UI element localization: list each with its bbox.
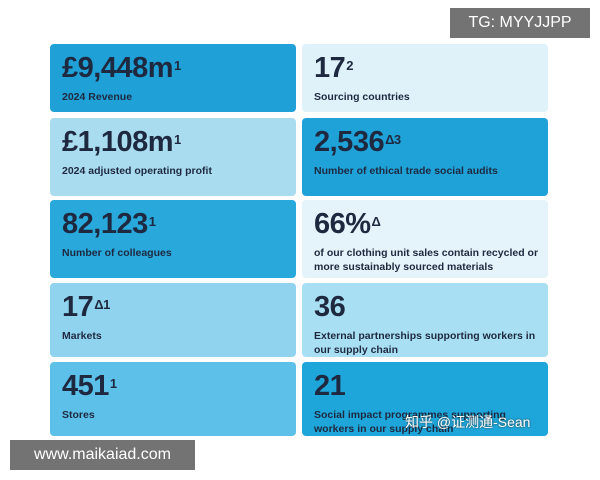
footnote-mark: 2 bbox=[346, 58, 353, 73]
stat-value: 82,1231 bbox=[62, 208, 284, 240]
footnote-mark: 1 bbox=[109, 376, 117, 391]
footnote-mark: 1 bbox=[174, 132, 181, 147]
stat-tile: 21 Social impact programmes supporting wo… bbox=[302, 362, 548, 436]
stat-value: £1,108m1 bbox=[62, 126, 284, 158]
stat-value: 21 bbox=[314, 370, 536, 402]
footnote-mark: Δ1 bbox=[94, 297, 110, 312]
stat-label: Stores bbox=[62, 409, 95, 421]
value-text: 36 bbox=[314, 291, 346, 323]
stat-label: of our clothing unit sales contain recyc… bbox=[314, 247, 539, 273]
watermark: www.maikaiad.com bbox=[10, 440, 195, 470]
stat-tile: 17Δ1 Markets bbox=[50, 283, 296, 357]
watermark: 知乎 @证测通-Sean bbox=[405, 414, 531, 430]
stat-tile: 2,536Δ3 Number of ethical trade social au… bbox=[302, 118, 548, 196]
stat-label: Sourcing countries bbox=[314, 91, 410, 103]
stat-label: Social impact programmes supporting work… bbox=[314, 409, 506, 435]
value-text: 66% bbox=[314, 208, 371, 240]
value-text: 82,123 bbox=[62, 208, 148, 240]
footnote-mark: Δ bbox=[371, 214, 381, 229]
stat-tile: 4511 Stores bbox=[50, 362, 296, 436]
value-text: 21 bbox=[314, 370, 346, 402]
value-text: 451 bbox=[62, 370, 109, 402]
stat-tile: £1,108m1 2024 adjusted operating profit bbox=[50, 118, 296, 196]
stat-value: £9,448m1 bbox=[62, 52, 284, 84]
stat-value: 17Δ1 bbox=[62, 291, 284, 323]
value-text: 17 bbox=[62, 291, 94, 323]
stat-tile: 36 External partnerships supporting worke… bbox=[302, 283, 548, 357]
stat-label: 2024 adjusted operating profit bbox=[62, 165, 212, 177]
stat-tile: 82,1231 Number of colleagues bbox=[50, 200, 296, 278]
stat-tile: 66%Δ of our clothing unit sales contain r… bbox=[302, 200, 548, 278]
stat-value: 66%Δ bbox=[314, 208, 536, 240]
footnote-mark: Δ3 bbox=[385, 132, 401, 147]
stat-value: 36 bbox=[314, 291, 536, 323]
stat-label: Markets bbox=[62, 330, 102, 342]
value-text: 17 bbox=[314, 52, 346, 84]
stat-label: Number of colleagues bbox=[62, 247, 172, 259]
stat-value: 4511 bbox=[62, 370, 284, 402]
footnote-mark: 1 bbox=[174, 58, 181, 73]
value-text: £1,108m bbox=[62, 126, 174, 158]
stat-tile: £9,448m1 2024 Revenue bbox=[50, 44, 296, 112]
value-text: £9,448m bbox=[62, 52, 174, 84]
footnote-mark: 1 bbox=[148, 214, 156, 229]
stat-label: Number of ethical trade social audits bbox=[314, 165, 498, 177]
value-text: 2,536 bbox=[314, 126, 385, 158]
stat-label: 2024 Revenue bbox=[62, 91, 133, 103]
stat-label: External partnerships supporting workers… bbox=[314, 330, 536, 356]
stat-value: 172 bbox=[314, 52, 536, 84]
stat-tile: 172 Sourcing countries bbox=[302, 44, 548, 112]
watermark: TG: MYYJJPP bbox=[450, 8, 590, 38]
stat-value: 2,536Δ3 bbox=[314, 126, 536, 158]
